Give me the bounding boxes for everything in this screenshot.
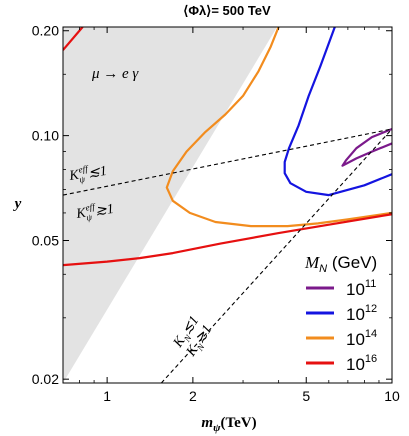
y-axis-label: y [13, 196, 22, 212]
series-group [63, 27, 392, 267]
legend-label-0: 1011 [346, 278, 376, 299]
series-line-1 [283, 27, 392, 197]
x-axis-label: mψ(TeV) [201, 415, 256, 434]
process-label: μ → e γ [91, 66, 139, 82]
x-tick-label-1: 2 [189, 388, 197, 404]
series-line-3 [63, 213, 392, 267]
y-tick-label-3: 0.20 [32, 23, 59, 39]
plot-frame [62, 26, 393, 384]
x-tick-label-2: 5 [302, 388, 310, 404]
series-line-2 [165, 27, 392, 228]
legend-label-2: 1014 [346, 328, 377, 349]
axis-ticks: 1 2 5 10 0.02 0.05 0.10 0.20 [32, 23, 400, 404]
kn-dashed-line [160, 128, 392, 383]
x-tick-label-0: 1 [103, 388, 111, 404]
y-tick-label-0: 0.02 [32, 371, 59, 387]
x-tick-label-3: 10 [384, 388, 400, 404]
series-line-4 [63, 27, 84, 51]
y-tick-label-2: 0.10 [32, 128, 59, 144]
legend-label-3: 1016 [346, 353, 377, 374]
legend-title: MN (GeV) [304, 253, 377, 275]
y-tick-label-1: 0.05 [32, 233, 59, 249]
legend: 1011 1012 1014 1016 [306, 278, 377, 374]
chart-title: ⟨Φλ⟩= 500 TeV [183, 3, 271, 18]
legend-label-1: 1012 [346, 303, 377, 324]
series-line-0 [341, 127, 392, 167]
